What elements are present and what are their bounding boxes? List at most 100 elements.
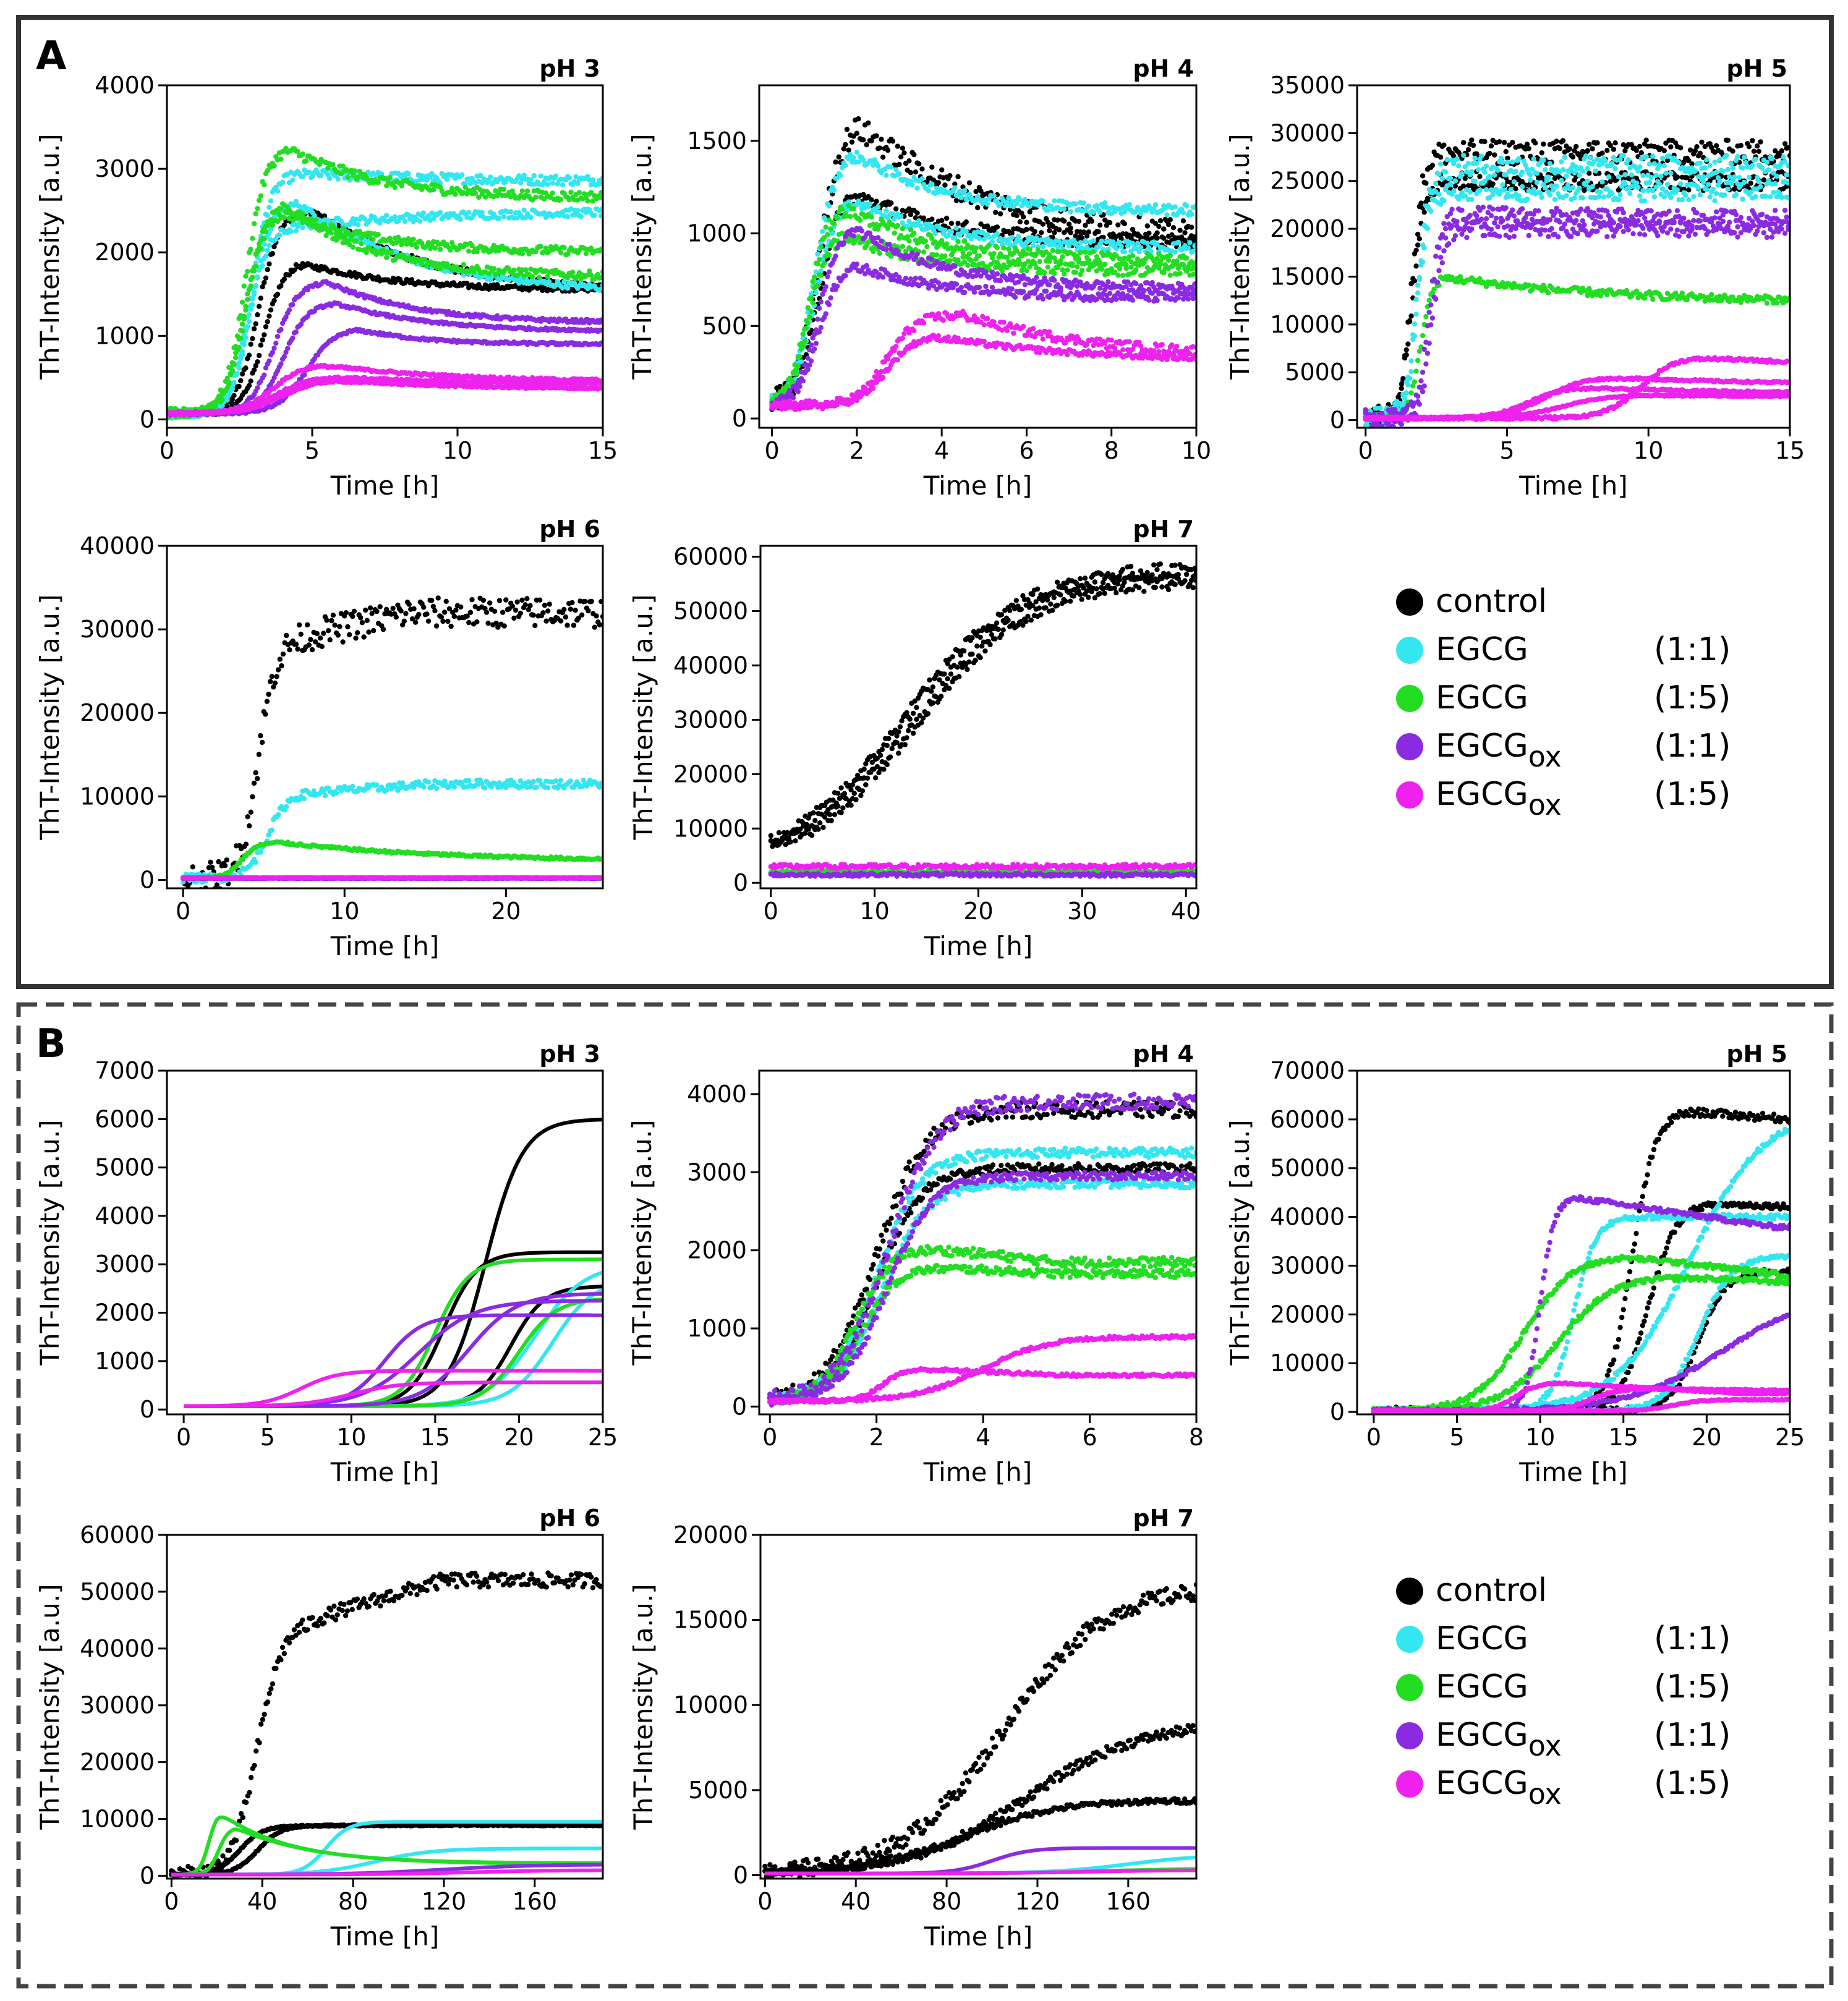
data-point	[1086, 203, 1092, 209]
data-point	[831, 187, 837, 193]
data-point	[248, 277, 253, 283]
data-point	[919, 166, 925, 172]
data-point	[273, 341, 279, 346]
data-point	[1164, 212, 1170, 218]
data-point	[290, 177, 296, 183]
data-point	[350, 244, 356, 250]
data-point	[521, 172, 527, 178]
data-point	[1185, 245, 1191, 251]
data-point	[874, 133, 879, 138]
data-point	[1009, 235, 1015, 240]
data-point	[340, 226, 346, 231]
data-point	[411, 236, 416, 242]
data-point	[268, 217, 274, 223]
data-point	[948, 221, 955, 226]
data-point	[578, 214, 584, 219]
data-point	[896, 171, 902, 177]
data-point	[263, 365, 269, 371]
data-point	[330, 162, 336, 168]
data-point	[424, 177, 430, 183]
data-point	[377, 220, 383, 226]
data-point	[1126, 233, 1133, 239]
data-point	[588, 245, 594, 251]
data-point	[929, 216, 935, 222]
data-point	[900, 145, 906, 151]
data-point	[564, 214, 571, 219]
data-point	[575, 181, 581, 186]
data-point	[234, 344, 241, 350]
data-point	[833, 159, 838, 165]
data-point	[1099, 238, 1105, 244]
data-point	[486, 271, 492, 277]
data-point	[300, 211, 305, 217]
data-point	[570, 270, 576, 275]
data-point	[1170, 225, 1177, 231]
data-point	[858, 218, 863, 223]
x-axis-label: Time [h]	[330, 470, 440, 501]
data-point	[558, 197, 564, 202]
data-point	[994, 231, 1000, 237]
data-point	[509, 188, 515, 194]
data-point	[263, 275, 269, 281]
data-point	[1180, 218, 1186, 224]
data-point	[895, 143, 901, 149]
data-point	[290, 302, 296, 307]
data-point	[543, 245, 548, 251]
data-point	[952, 185, 958, 191]
data-point	[921, 215, 927, 221]
data-point	[598, 274, 603, 281]
data-point	[271, 244, 277, 250]
data-point	[256, 304, 262, 309]
data-point	[1032, 229, 1037, 234]
data-point	[453, 192, 458, 197]
data-point	[856, 116, 861, 122]
data-point	[583, 251, 589, 257]
data-point	[1052, 230, 1057, 236]
data-point	[265, 213, 270, 218]
data-point	[355, 174, 361, 181]
data-point	[568, 189, 574, 195]
data-point	[263, 253, 269, 259]
data-point	[939, 167, 945, 172]
data-point	[384, 255, 390, 260]
x-tick-label: 0	[160, 437, 174, 464]
data-point	[854, 150, 860, 155]
data-point	[545, 182, 550, 187]
data-point	[248, 378, 253, 384]
data-point	[255, 274, 260, 279]
data-point	[553, 173, 559, 179]
data-point	[239, 371, 245, 377]
data-point	[271, 298, 277, 304]
data-point	[939, 218, 945, 223]
data-point	[935, 180, 942, 185]
data-point	[260, 337, 265, 343]
data-point	[258, 237, 263, 243]
data-point	[402, 218, 408, 224]
data-point	[458, 216, 463, 223]
data-point	[241, 342, 247, 347]
data-point	[929, 164, 935, 170]
data-point	[960, 250, 966, 255]
data-point	[1027, 203, 1033, 209]
data-point	[275, 189, 281, 194]
data-point	[942, 227, 948, 233]
data-point	[994, 245, 1000, 250]
data-point	[1187, 240, 1193, 245]
data-point	[841, 146, 847, 151]
data-point	[1165, 221, 1172, 227]
data-point	[448, 247, 453, 253]
data-point	[278, 283, 284, 289]
data-point	[1152, 202, 1159, 208]
data-point	[813, 290, 819, 295]
data-point	[885, 147, 891, 153]
data-point	[223, 388, 229, 394]
data-point	[1102, 200, 1108, 206]
data-point	[1040, 244, 1046, 250]
data-point	[901, 150, 907, 156]
data-point	[508, 209, 514, 215]
data-point	[1024, 251, 1029, 257]
data-point	[895, 223, 901, 229]
data-point	[909, 182, 915, 188]
data-point	[869, 214, 874, 220]
data-point	[241, 316, 247, 322]
